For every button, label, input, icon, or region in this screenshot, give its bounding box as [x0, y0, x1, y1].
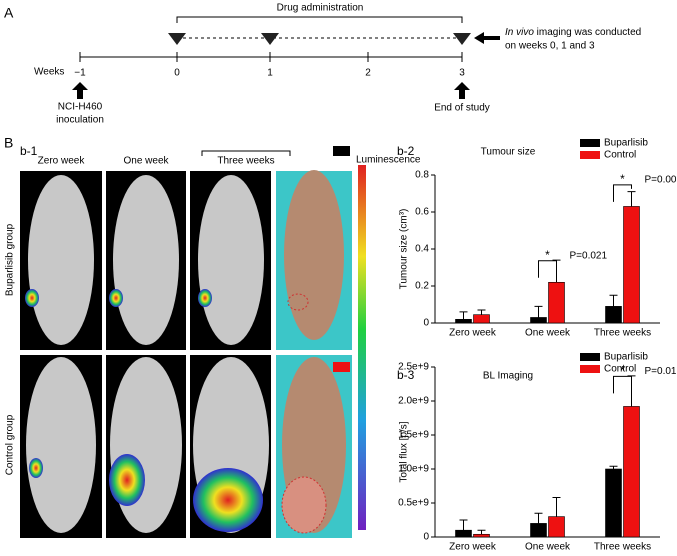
bar: [473, 314, 490, 324]
y-tick-label: 2.5e+9: [398, 362, 429, 373]
timeline-tick-label: 1: [267, 68, 273, 79]
bracket: [176, 16, 463, 23]
error-bar: [534, 305, 543, 318]
chart-title: Tumour size: [481, 147, 536, 158]
panel-sublabel: b-2: [397, 144, 415, 158]
timeline-tick-label: 3: [459, 68, 465, 79]
y-tick-label: 0: [423, 318, 429, 329]
bar: [605, 306, 622, 324]
imaging-note: In vivo imaging was conducted: [505, 27, 641, 38]
x-tick-label: Zero week: [449, 328, 497, 339]
event-label: End of study: [434, 103, 490, 114]
significance-bracket: [613, 184, 632, 202]
colorbar-label: Luminescence: [356, 155, 421, 166]
x-tick-label: Three weeks: [594, 542, 651, 553]
imaging-note: on weeks 0, 1 and 3: [505, 41, 595, 52]
column-label: Three weeks: [217, 156, 274, 167]
bar: [455, 318, 472, 324]
timeline-tick-label: −1: [74, 68, 86, 79]
mouse-images: [20, 146, 352, 538]
event-label: inoculation: [56, 115, 104, 126]
bar: [623, 206, 640, 324]
bar: [530, 317, 547, 324]
colorbar: [358, 165, 366, 530]
significance-bracket: [613, 375, 632, 394]
timeline-tick-label: 0: [174, 68, 180, 79]
panel-sublabel: b-1: [20, 144, 38, 158]
bar: [548, 516, 565, 538]
legend-swatch: [580, 365, 600, 373]
bar: [473, 533, 490, 538]
bracket: [201, 150, 291, 156]
row-label: Buparlisib group: [5, 223, 16, 296]
y-tick-label: 0.5e+9: [398, 498, 429, 509]
timeline-tick-label: 2: [365, 68, 371, 79]
legend-swatch: [580, 353, 600, 361]
x-tick-label: Zero week: [449, 542, 497, 553]
event-label: NCI-H460: [58, 102, 103, 113]
x-tick-label: One week: [525, 328, 571, 339]
y-tick-label: 0.2: [415, 281, 429, 292]
y-axis-label: Total flux [p/s]: [399, 421, 410, 482]
x-tick-label: One week: [525, 542, 571, 553]
arrow: [474, 32, 500, 44]
y-tick-label: 0: [423, 532, 429, 543]
error-bar: [552, 497, 561, 517]
bar: [605, 468, 622, 538]
bracket-label: Drug administration: [277, 3, 364, 14]
error-bar: [627, 191, 636, 207]
error-bar: [477, 309, 486, 315]
legend-label: Buparlisib: [604, 138, 648, 149]
x-tick-label: Three weeks: [594, 328, 651, 339]
error-bar: [534, 512, 543, 524]
panel-sublabel: b-3: [397, 368, 415, 382]
legend-label: Control: [604, 364, 636, 375]
legend-swatch: [580, 139, 600, 147]
error-bar: [609, 465, 618, 469]
y-tick-label: 0.6: [415, 207, 429, 218]
legend-label: Buparlisib: [604, 352, 648, 363]
chart-title: BL Imaging: [483, 371, 533, 382]
p-value: P=0.021: [570, 250, 608, 261]
imaging-markers: [168, 33, 471, 45]
error-bar: [459, 519, 468, 531]
error-bar: [477, 529, 486, 535]
legend-label: Control: [604, 150, 636, 161]
y-tick-label: 2.0e+9: [398, 396, 429, 407]
bar: [455, 529, 472, 538]
y-tick-label: 1.5e+9: [398, 430, 429, 441]
timeline-axis-label: Weeks: [34, 67, 64, 78]
panel-label: A: [4, 5, 14, 21]
column-label: Zero week: [38, 156, 86, 167]
panel-label: B: [4, 135, 13, 151]
significance-star: *: [545, 248, 550, 262]
bar: [548, 281, 565, 324]
bar: [623, 406, 640, 538]
error-bar: [627, 375, 636, 407]
y-axis-label: Tumour size (cm³): [399, 209, 410, 290]
column-label: One week: [123, 156, 169, 167]
y-tick-label: 0.8: [415, 170, 429, 181]
event-arrows: [72, 82, 470, 99]
error-bar: [459, 311, 468, 320]
y-tick-label: 1.0e+9: [398, 464, 429, 475]
legend-swatch: [580, 151, 600, 159]
bar: [530, 523, 547, 538]
p-value: P=0.012: [645, 366, 677, 377]
p-value: P=0.002: [645, 174, 677, 185]
error-bar: [609, 294, 618, 307]
significance-star: *: [620, 364, 625, 378]
y-tick-label: 0.4: [415, 244, 429, 255]
significance-star: *: [620, 172, 625, 186]
row-label: Control group: [5, 414, 16, 475]
significance-bracket: [538, 260, 557, 278]
